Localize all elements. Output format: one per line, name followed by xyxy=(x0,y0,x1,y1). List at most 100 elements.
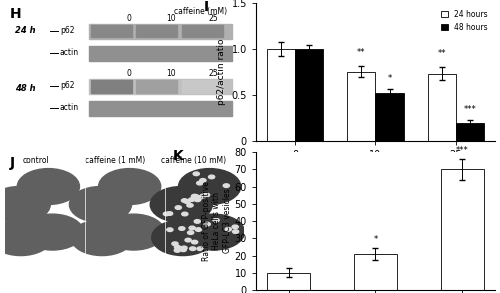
Circle shape xyxy=(188,198,195,201)
Circle shape xyxy=(192,240,198,244)
Text: ***: *** xyxy=(464,105,476,114)
Circle shape xyxy=(180,248,186,252)
X-axis label: caffeine (mM): caffeine (mM) xyxy=(342,166,409,176)
Text: caffeine (10 mM): caffeine (10 mM) xyxy=(162,156,226,165)
Text: ***: *** xyxy=(456,146,469,156)
Circle shape xyxy=(200,178,206,182)
Bar xyxy=(440,169,484,290)
Bar xyxy=(182,25,222,38)
Bar xyxy=(88,46,232,61)
Text: 48 h: 48 h xyxy=(14,84,35,93)
Circle shape xyxy=(181,246,187,250)
Bar xyxy=(456,122,484,141)
Circle shape xyxy=(192,195,198,199)
Circle shape xyxy=(232,230,238,234)
Text: I: I xyxy=(204,0,208,14)
Circle shape xyxy=(208,175,214,179)
Bar xyxy=(136,80,177,93)
Circle shape xyxy=(172,242,178,246)
Circle shape xyxy=(178,227,185,230)
Text: 24 h: 24 h xyxy=(14,26,35,35)
Text: control: control xyxy=(22,156,50,165)
Text: J: J xyxy=(10,156,15,170)
Bar xyxy=(348,72,376,141)
Circle shape xyxy=(194,198,200,202)
Circle shape xyxy=(187,204,193,207)
Circle shape xyxy=(204,222,210,226)
Circle shape xyxy=(192,195,198,198)
Circle shape xyxy=(200,194,206,198)
Text: 0: 0 xyxy=(127,69,132,78)
Circle shape xyxy=(189,226,195,230)
Circle shape xyxy=(98,168,160,205)
Circle shape xyxy=(194,220,200,223)
Circle shape xyxy=(174,246,180,249)
Text: H: H xyxy=(10,7,22,21)
Circle shape xyxy=(166,212,172,215)
Circle shape xyxy=(182,199,188,202)
Bar xyxy=(88,79,232,94)
Bar xyxy=(376,93,404,141)
Circle shape xyxy=(188,231,194,234)
Circle shape xyxy=(225,227,232,231)
Text: actin: actin xyxy=(60,48,79,57)
Circle shape xyxy=(193,172,200,176)
Circle shape xyxy=(232,225,238,229)
Text: 10: 10 xyxy=(166,14,176,23)
Circle shape xyxy=(175,206,182,209)
Text: GFP-LC3: GFP-LC3 xyxy=(88,280,115,285)
Bar xyxy=(295,49,323,141)
Circle shape xyxy=(0,187,50,222)
Text: **: ** xyxy=(438,49,446,58)
Text: 10: 10 xyxy=(166,69,176,78)
Circle shape xyxy=(184,200,190,203)
Circle shape xyxy=(0,220,52,255)
Bar xyxy=(88,101,232,116)
Circle shape xyxy=(18,168,80,205)
Bar xyxy=(91,80,132,93)
Bar xyxy=(136,25,177,38)
Circle shape xyxy=(167,228,173,231)
Text: **: ** xyxy=(357,48,366,57)
Circle shape xyxy=(196,196,202,199)
Text: GFP-LC3: GFP-LC3 xyxy=(8,280,34,285)
Bar xyxy=(91,25,132,38)
Text: K: K xyxy=(172,149,183,163)
Circle shape xyxy=(22,214,84,250)
Circle shape xyxy=(174,249,180,252)
Bar xyxy=(354,254,397,290)
Text: 25: 25 xyxy=(208,14,218,23)
Circle shape xyxy=(152,220,214,255)
Bar xyxy=(182,80,222,93)
Circle shape xyxy=(197,247,203,251)
Text: GFP-LC3: GFP-LC3 xyxy=(170,280,196,285)
Text: 0: 0 xyxy=(127,14,132,23)
Circle shape xyxy=(150,187,212,222)
Circle shape xyxy=(185,238,191,242)
Text: *: * xyxy=(374,235,378,244)
Circle shape xyxy=(213,218,219,222)
Circle shape xyxy=(223,184,230,188)
Text: 25: 25 xyxy=(208,69,218,78)
Circle shape xyxy=(70,187,132,222)
Circle shape xyxy=(196,181,203,185)
Bar xyxy=(428,74,456,141)
Text: *: * xyxy=(388,74,392,83)
Y-axis label: Ratio of GFP-positive
HeLa cells with
GFP-LC3 vesicles: Ratio of GFP-positive HeLa cells with GF… xyxy=(202,181,232,261)
Text: actin: actin xyxy=(60,103,79,112)
Circle shape xyxy=(178,168,240,205)
Bar xyxy=(88,24,232,39)
Legend: 24 hours, 48 hours: 24 hours, 48 hours xyxy=(438,7,491,35)
Circle shape xyxy=(204,193,210,197)
Text: caffeine (1 mM): caffeine (1 mM) xyxy=(85,156,145,165)
Circle shape xyxy=(190,247,196,251)
Circle shape xyxy=(71,220,133,255)
Bar xyxy=(267,49,295,141)
Text: p62: p62 xyxy=(60,81,74,90)
Text: caffeine (mM): caffeine (mM) xyxy=(174,7,228,16)
Circle shape xyxy=(164,212,170,216)
Circle shape xyxy=(196,228,202,231)
Circle shape xyxy=(182,212,188,216)
Text: p62: p62 xyxy=(60,26,74,35)
Y-axis label: p62/actin ratio: p62/actin ratio xyxy=(217,39,226,105)
